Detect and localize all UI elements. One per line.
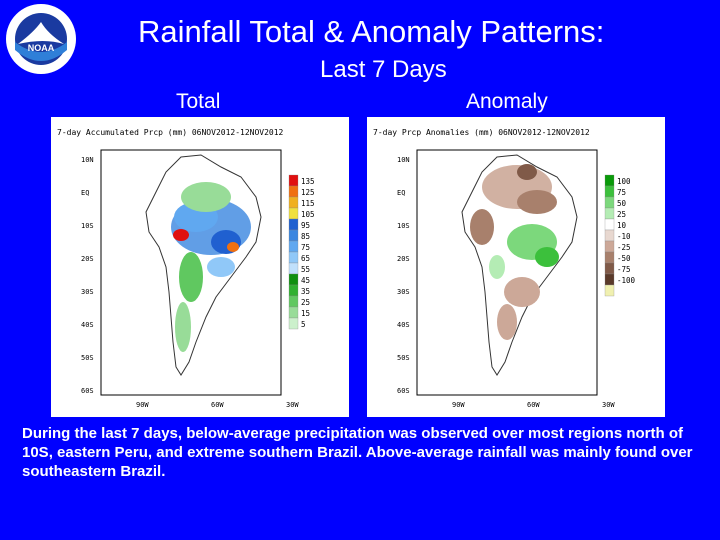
lon-label: 60W: [527, 401, 540, 409]
caption: During the last 7 days, below-average pr…: [22, 425, 693, 480]
anomaly-lat-labels: 10N EQ 10S 20S 30S 40S 50S 60S: [397, 156, 410, 395]
logo-text: NOAA: [28, 43, 55, 53]
legend-swatch: [288, 273, 299, 286]
noaa-logo: NOAA: [6, 4, 76, 74]
legend-label: 25: [617, 210, 626, 219]
anomaly-map-title: 7-day Prcp Anomalies (mm) 06NOV2012-12NO…: [373, 128, 590, 137]
lon-label: 90W: [136, 401, 149, 409]
legend-label: 125: [301, 188, 315, 197]
legend-swatch: [604, 218, 615, 231]
anomaly-map: 7-day Prcp Anomalies (mm) 06NOV2012-12NO…: [373, 128, 636, 409]
legend-label: 45: [301, 276, 310, 285]
legend-label: -100: [617, 276, 636, 285]
anomaly-map-panel: 7-day Prcp Anomalies (mm) 06NOV2012-12NO…: [367, 117, 665, 417]
legend-label: 95: [301, 221, 310, 230]
legend-label: 35: [301, 287, 310, 296]
legend-swatch: [604, 240, 615, 253]
legend-label: 75: [617, 188, 626, 197]
lon-label: 30W: [602, 401, 615, 409]
anomaly-legend: 100 75 50 25 10 -10 -25 -50 -75 -100: [604, 174, 636, 297]
legend-swatch: [288, 207, 299, 220]
total-map-title: 7-day Accumulated Prcp (mm) 06NOV2012-12…: [57, 128, 284, 137]
anomaly-label: Anomaly: [466, 90, 548, 113]
legend-label: 55: [301, 265, 310, 274]
lat-label: EQ: [397, 189, 405, 197]
legend-swatch: [604, 196, 615, 209]
legend-swatch: [288, 218, 299, 231]
legend-swatch: [604, 207, 615, 220]
legend-swatch: [604, 262, 615, 275]
page-subtitle: Last 7 Days: [320, 56, 447, 83]
lat-label: EQ: [81, 189, 89, 197]
total-map-panel: 7-day Accumulated Prcp (mm) 06NOV2012-12…: [51, 117, 349, 417]
lat-label: 50S: [397, 354, 410, 362]
anomaly-lon-labels: 90W 60W 30W: [452, 401, 615, 409]
legend-swatch: [288, 196, 299, 209]
legend-label: 50: [617, 199, 627, 208]
total-lon-labels: 90W 60W 30W: [136, 401, 299, 409]
total-map-frame: [100, 149, 282, 396]
lat-label: 30S: [81, 288, 94, 296]
legend-swatch: [604, 185, 615, 198]
legend-label: -25: [617, 243, 631, 252]
legend-label: -10: [617, 232, 631, 241]
legend-swatch: [604, 273, 615, 286]
lat-label: 10S: [81, 222, 94, 230]
lon-label: 30W: [286, 401, 299, 409]
lat-label: 40S: [397, 321, 410, 329]
lat-label: 20S: [397, 255, 410, 263]
legend-label: -75: [617, 265, 631, 274]
legend-swatch: [604, 251, 615, 264]
legend-label: 105: [301, 210, 315, 219]
legend-label: 115: [301, 199, 315, 208]
lat-label: 60S: [81, 387, 94, 395]
legend-swatch: [288, 229, 299, 242]
legend-swatch: [604, 174, 615, 187]
total-rain-pattern: [171, 182, 251, 352]
legend-label: 100: [617, 177, 631, 186]
total-legend: 135 125 115 105 95 85 75 65 55 45 35 25 15 5: [288, 174, 315, 330]
legend-label: 75: [301, 243, 310, 252]
legend-swatch: [288, 240, 299, 253]
total-lat-labels: 10N EQ 10S 20S 30S 40S 50S 60S: [81, 156, 94, 395]
anomaly-map-frame: [416, 149, 598, 396]
lat-label: 10N: [81, 156, 94, 164]
legend-swatch: [288, 185, 299, 198]
lat-label: 50S: [81, 354, 94, 362]
legend-label: 65: [301, 254, 310, 263]
legend-label: 85: [301, 232, 310, 241]
page-title: Rainfall Total & Anomaly Patterns:: [138, 14, 605, 49]
total-map: 7-day Accumulated Prcp (mm) 06NOV2012-12…: [57, 128, 315, 409]
legend-swatch: [288, 174, 299, 187]
legend-label: 135: [301, 177, 315, 186]
lon-label: 60W: [211, 401, 224, 409]
legend-swatch: [604, 229, 615, 242]
legend-label: 10: [617, 221, 627, 230]
legend-swatch: [288, 251, 299, 264]
legend-swatch: [288, 262, 299, 275]
lat-label: 20S: [81, 255, 94, 263]
legend-label: 15: [301, 309, 310, 318]
legend-swatch: [288, 284, 299, 297]
total-label: Total: [176, 90, 221, 113]
lat-label: 40S: [81, 321, 94, 329]
legend-swatch: [288, 317, 299, 330]
legend-label: 5: [301, 320, 306, 329]
lat-label: 10S: [397, 222, 410, 230]
lat-label: 10N: [397, 156, 410, 164]
lat-label: 30S: [397, 288, 410, 296]
lon-label: 90W: [452, 401, 465, 409]
legend-swatch: [604, 284, 615, 297]
legend-label: 25: [301, 298, 310, 307]
anomaly-pattern: [470, 164, 559, 340]
legend-swatch: [288, 295, 299, 308]
legend-label: -50: [617, 254, 631, 263]
lat-label: 60S: [397, 387, 410, 395]
legend-swatch: [288, 306, 299, 319]
